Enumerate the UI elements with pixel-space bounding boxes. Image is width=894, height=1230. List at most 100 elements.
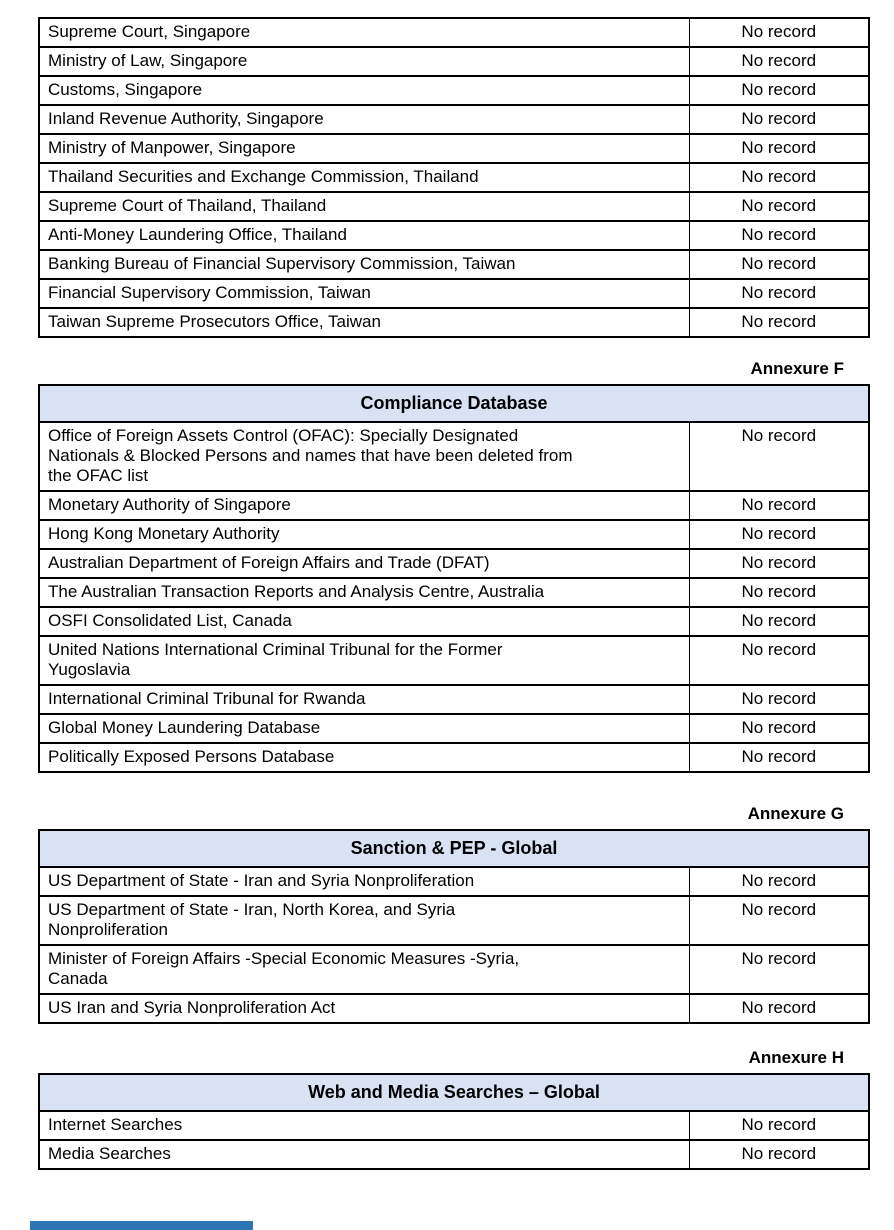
- table-row: Banking Bureau of Financial Supervisory …: [38, 249, 870, 280]
- source-cell: Taiwan Supreme Prosecutors Office, Taiwa…: [38, 307, 690, 338]
- result-cell: No record: [688, 104, 870, 135]
- table-row: Customs, Singapore No record: [38, 75, 870, 106]
- table-row: International Criminal Tribunal for Rwan…: [38, 684, 870, 715]
- result-cell: No record: [688, 46, 870, 77]
- result-cell: No record: [688, 577, 870, 608]
- table-row: Supreme Court, Singapore No record: [38, 17, 870, 48]
- table-row: Australian Department of Foreign Affairs…: [38, 548, 870, 579]
- table-row: US Iran and Syria Nonproliferation Act N…: [38, 993, 870, 1024]
- source-cell: The Australian Transaction Reports and A…: [38, 577, 690, 608]
- section-header-row: Web and Media Searches – Global: [37, 1073, 871, 1112]
- table-row: Minister of Foreign Affairs -Special Eco…: [38, 944, 870, 995]
- result-cell: No record: [688, 548, 870, 579]
- source-line: Ministry of Law, Singapore: [48, 51, 248, 70]
- result-cell: No record: [688, 606, 870, 637]
- source-line: Minister of Foreign Affairs -Special Eco…: [48, 949, 520, 968]
- result-cell: No record: [688, 895, 870, 946]
- source-cell: Anti-Money Laundering Office, Thailand: [38, 220, 690, 251]
- source-cell: Supreme Court of Thailand, Thailand: [38, 191, 690, 222]
- source-cell: Internet Searches: [38, 1110, 690, 1141]
- result-cell: No record: [688, 307, 870, 338]
- result-cell: No record: [688, 866, 870, 897]
- result-cell: No record: [688, 635, 870, 686]
- result-cell: No record: [688, 278, 870, 309]
- section-header-row: Sanction & PEP - Global: [37, 829, 871, 868]
- source-cell: United Nations International Criminal Tr…: [38, 635, 690, 686]
- table-row: Anti-Money Laundering Office, Thailand N…: [38, 220, 870, 251]
- result-cell: No record: [688, 993, 870, 1024]
- web-media-searches-table: Web and Media Searches – Global Internet…: [37, 1073, 871, 1170]
- result-cell: No record: [688, 249, 870, 280]
- source-line: Nationals & Blocked Persons and names th…: [48, 446, 573, 465]
- source-line: Ministry of Manpower, Singapore: [48, 138, 296, 157]
- source-line: Canada: [48, 969, 108, 988]
- section-title: Sanction & PEP - Global: [37, 829, 871, 868]
- source-cell: Politically Exposed Persons Database: [38, 742, 690, 773]
- source-line: Anti-Money Laundering Office, Thailand: [48, 225, 347, 244]
- table-row: Politically Exposed Persons Database No …: [38, 742, 870, 773]
- source-cell: Office of Foreign Assets Control (OFAC):…: [38, 421, 690, 492]
- table-row: Office of Foreign Assets Control (OFAC):…: [38, 421, 870, 492]
- table-row: Inland Revenue Authority, Singapore No r…: [38, 104, 870, 135]
- table-row: Monetary Authority of Singapore No recor…: [38, 490, 870, 521]
- source-line: OSFI Consolidated List, Canada: [48, 611, 292, 630]
- source-line: Supreme Court of Thailand, Thailand: [48, 196, 327, 215]
- result-cell: No record: [688, 1110, 870, 1141]
- source-cell: Financial Supervisory Commission, Taiwan: [38, 278, 690, 309]
- table-row: Ministry of Law, Singapore No record: [38, 46, 870, 77]
- source-cell: Inland Revenue Authority, Singapore: [38, 104, 690, 135]
- report-content: Supreme Court, Singapore No record Minis…: [37, 17, 871, 1170]
- sanction-pep-global-table: Sanction & PEP - Global US Department of…: [37, 829, 871, 1024]
- source-cell: Hong Kong Monetary Authority: [38, 519, 690, 550]
- source-cell: Customs, Singapore: [38, 75, 690, 106]
- source-line: Financial Supervisory Commission, Taiwan: [48, 283, 371, 302]
- table-row: US Department of State - Iran, North Kor…: [38, 895, 870, 946]
- source-line: Thailand Securities and Exchange Commiss…: [48, 167, 479, 186]
- source-cell: Australian Department of Foreign Affairs…: [38, 548, 690, 579]
- source-line: Yugoslavia: [48, 660, 131, 679]
- source-cell: Supreme Court, Singapore: [38, 17, 690, 48]
- source-line: Global Money Laundering Database: [48, 718, 321, 737]
- source-line: Internet Searches: [48, 1115, 183, 1134]
- source-cell: Ministry of Manpower, Singapore: [38, 133, 690, 164]
- source-line: Taiwan Supreme Prosecutors Office, Taiwa…: [48, 312, 381, 331]
- source-line: The Australian Transaction Reports and A…: [48, 582, 545, 601]
- result-cell: No record: [688, 421, 870, 492]
- source-line: US Department of State - Iran and Syria …: [48, 871, 475, 890]
- table-row: Thailand Securities and Exchange Commiss…: [38, 162, 870, 193]
- source-line: Politically Exposed Persons Database: [48, 747, 335, 766]
- table-row: Global Money Laundering Database No reco…: [38, 713, 870, 744]
- source-line: the OFAC list: [48, 466, 149, 485]
- source-line: Supreme Court, Singapore: [48, 22, 251, 41]
- source-line: US Iran and Syria Nonproliferation Act: [48, 998, 336, 1017]
- source-line: Inland Revenue Authority, Singapore: [48, 109, 324, 128]
- source-cell: US Iran and Syria Nonproliferation Act: [38, 993, 690, 1024]
- source-line: United Nations International Criminal Tr…: [48, 640, 503, 659]
- source-cell: US Department of State - Iran, North Kor…: [38, 895, 690, 946]
- section-title: Compliance Database: [37, 384, 871, 423]
- table-row: OSFI Consolidated List, Canada No record: [38, 606, 870, 637]
- annexure-label-f: Annexure F: [750, 359, 844, 378]
- section-title: Web and Media Searches – Global: [37, 1073, 871, 1112]
- result-cell: No record: [688, 684, 870, 715]
- source-line: Banking Bureau of Financial Supervisory …: [48, 254, 516, 273]
- result-cell: No record: [688, 713, 870, 744]
- source-cell: Ministry of Law, Singapore: [38, 46, 690, 77]
- source-cell: Global Money Laundering Database: [38, 713, 690, 744]
- result-cell: No record: [688, 191, 870, 222]
- table-row: Internet Searches No record: [38, 1110, 870, 1141]
- source-line: International Criminal Tribunal for Rwan…: [48, 689, 366, 708]
- result-cell: No record: [688, 162, 870, 193]
- source-line: Australian Department of Foreign Affairs…: [48, 553, 490, 572]
- table-row: Ministry of Manpower, Singapore No recor…: [38, 133, 870, 164]
- source-cell: Minister of Foreign Affairs -Special Eco…: [38, 944, 690, 995]
- result-cell: No record: [688, 944, 870, 995]
- result-cell: No record: [688, 519, 870, 550]
- source-cell: Banking Bureau of Financial Supervisory …: [38, 249, 690, 280]
- result-cell: No record: [688, 742, 870, 773]
- table-row: Financial Supervisory Commission, Taiwan…: [38, 278, 870, 309]
- result-cell: No record: [688, 17, 870, 48]
- table-row: US Department of State - Iran and Syria …: [38, 866, 870, 897]
- source-line: Hong Kong Monetary Authority: [48, 524, 280, 543]
